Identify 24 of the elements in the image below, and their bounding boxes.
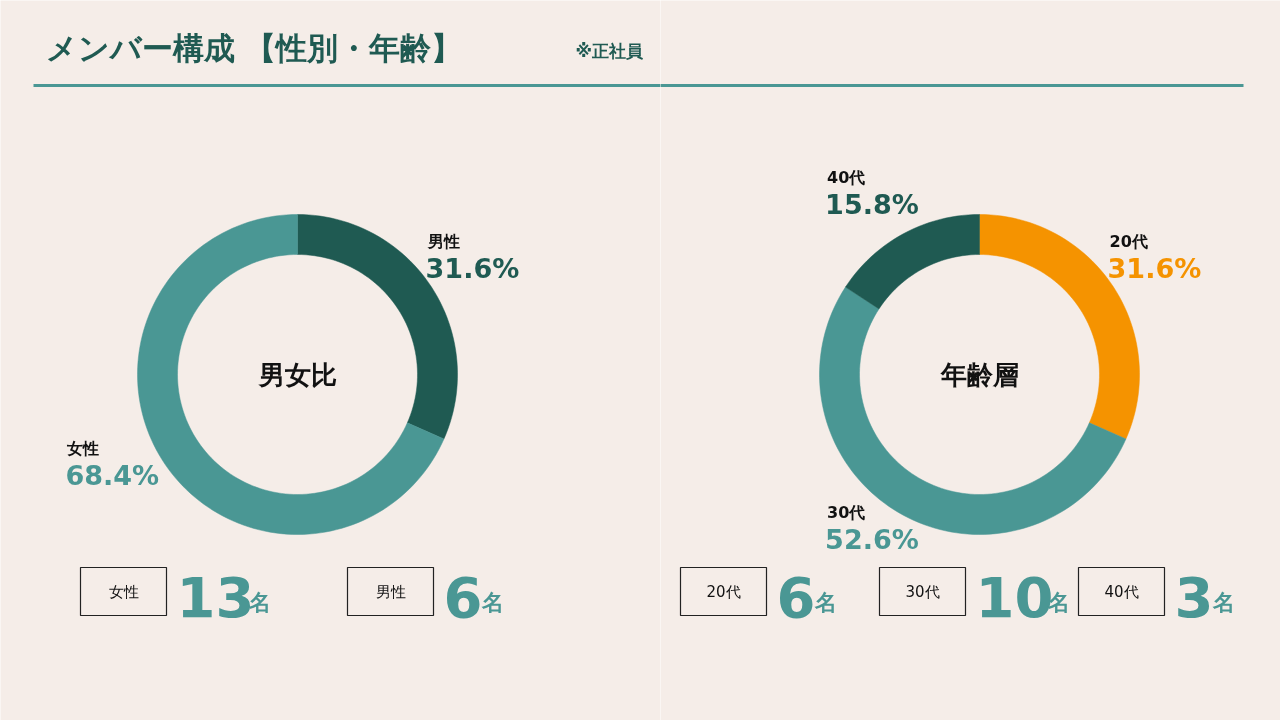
data-label: 52.6% — [825, 523, 919, 555]
text: 男女比 — [257, 359, 337, 390]
slice-label: 30代 — [827, 502, 866, 522]
text: 3名 — [1174, 564, 1235, 630]
text: 40代 — [1104, 582, 1139, 601]
slice-label: 女性 — [108, 582, 139, 601]
text: 年齢層 — [939, 359, 1019, 390]
slice-label: 30代 — [905, 582, 940, 601]
chart-title: メンバー構成 【性別・年齢】 — [45, 29, 463, 66]
slice-label: 20代 — [1109, 231, 1148, 251]
data-label: 31.6% — [425, 252, 520, 284]
data-label: 68.4% — [65, 460, 160, 492]
text: 13名 — [176, 564, 271, 630]
data-label: 15.8% — [825, 189, 919, 221]
slice-label: 40代 — [827, 168, 866, 188]
slice-label: 男性 — [426, 231, 460, 251]
slice-label: 女性 — [66, 439, 100, 459]
text: 20代 — [706, 582, 741, 601]
text: 6名 — [776, 564, 837, 630]
data-label: 31.6% — [1107, 252, 1202, 284]
text: ※正社員 — [575, 40, 645, 61]
text: 男性 — [375, 582, 406, 601]
text: 10名 — [975, 564, 1070, 630]
text: 6名 — [443, 564, 504, 630]
